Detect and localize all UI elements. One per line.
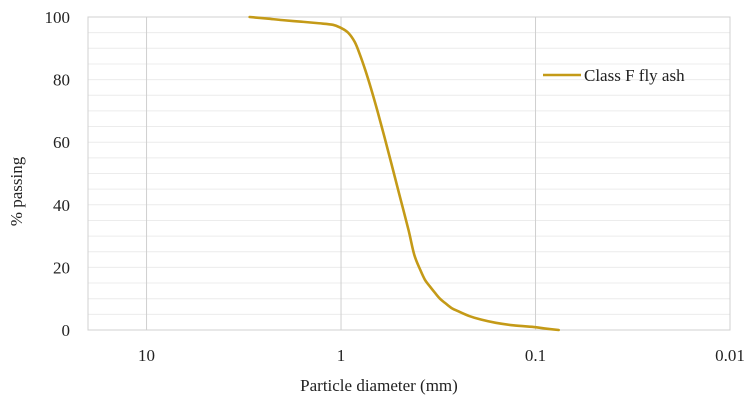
y-axis-ticks: 0 20 40 60 80 100	[45, 8, 71, 340]
y-axis-title: % passing	[7, 156, 26, 226]
x-tick-label: 1	[337, 346, 346, 365]
y-tick-label: 0	[62, 321, 71, 340]
series-layer	[248, 15, 560, 332]
x-tick-label: 0.01	[715, 346, 745, 365]
x-tick-label: 10	[138, 346, 155, 365]
y-tick-label: 20	[53, 258, 70, 277]
legend: Class F fly ash	[543, 66, 685, 85]
x-axis-title: Particle diameter (mm)	[300, 376, 458, 395]
y-tick-label: 60	[53, 133, 70, 152]
legend-label: Class F fly ash	[584, 66, 685, 85]
series-line-class-f-fly-ash	[248, 15, 560, 332]
plot-frame	[87, 16, 731, 331]
y-tick-label: 40	[53, 196, 70, 215]
y-tick-label: 100	[45, 8, 71, 27]
y-tick-label: 80	[53, 71, 70, 90]
x-axis-ticks: 10 1 0.1 0.01	[138, 346, 745, 365]
grid	[88, 17, 730, 330]
x-tick-label: 0.1	[525, 346, 546, 365]
